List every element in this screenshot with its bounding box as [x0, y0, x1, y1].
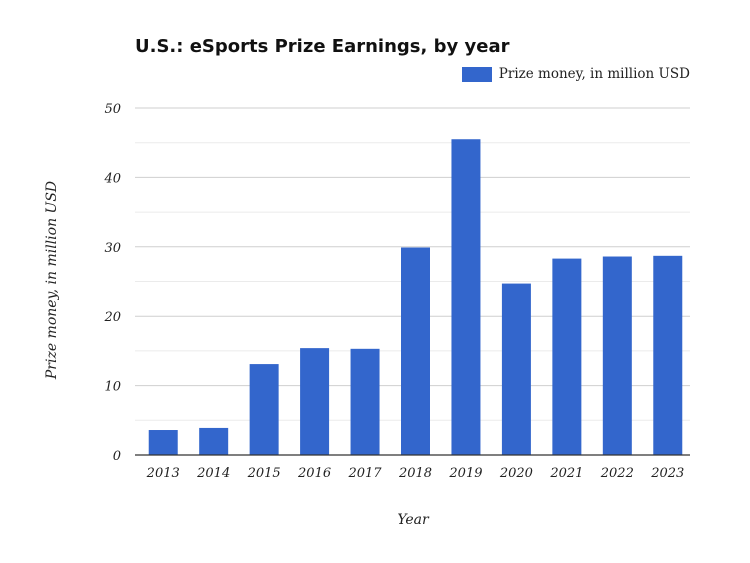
y-tick-label: 20	[103, 310, 121, 325]
bar-2015	[249, 364, 279, 455]
y-tick-label: 40	[103, 171, 121, 186]
x-tick-label: 2020	[499, 466, 533, 481]
x-tick-label: 2015	[247, 466, 281, 481]
x-axis-label: Year	[397, 512, 429, 528]
chart-title: U.S.: eSports Prize Earnings, by year	[135, 36, 510, 57]
x-tick-label: 2017	[347, 466, 382, 481]
x-tick-label: 2018	[398, 466, 432, 481]
y-tick-label: 50	[104, 102, 121, 117]
bar-2013	[148, 430, 178, 455]
bar-2022	[602, 256, 632, 455]
legend-swatch	[461, 66, 492, 82]
legend-label: Prize money, in million USD	[498, 66, 690, 82]
bar-2016	[300, 348, 330, 455]
x-tick-label: 2022	[600, 466, 634, 481]
x-tick-label: 2023	[650, 466, 684, 481]
x-tick-label: 2021	[549, 466, 583, 481]
x-tick-label: 2014	[196, 466, 230, 481]
x-tick-label: 2016	[297, 466, 331, 481]
bar-2023	[653, 255, 683, 455]
bar-2017	[350, 348, 380, 455]
bar-2021	[552, 258, 582, 455]
y-tick-label: 30	[104, 241, 121, 256]
y-tick-label: 0	[113, 449, 121, 464]
x-tick-label: 2019	[448, 466, 482, 481]
bar-2014	[199, 427, 229, 455]
bar-2018	[401, 247, 430, 455]
bar-2020	[501, 283, 531, 455]
x-tick-label: 2013	[146, 466, 180, 481]
y-tick-label: 10	[104, 380, 121, 395]
bar-2019	[451, 139, 481, 456]
legend: Prize money, in million USD	[461, 66, 690, 82]
